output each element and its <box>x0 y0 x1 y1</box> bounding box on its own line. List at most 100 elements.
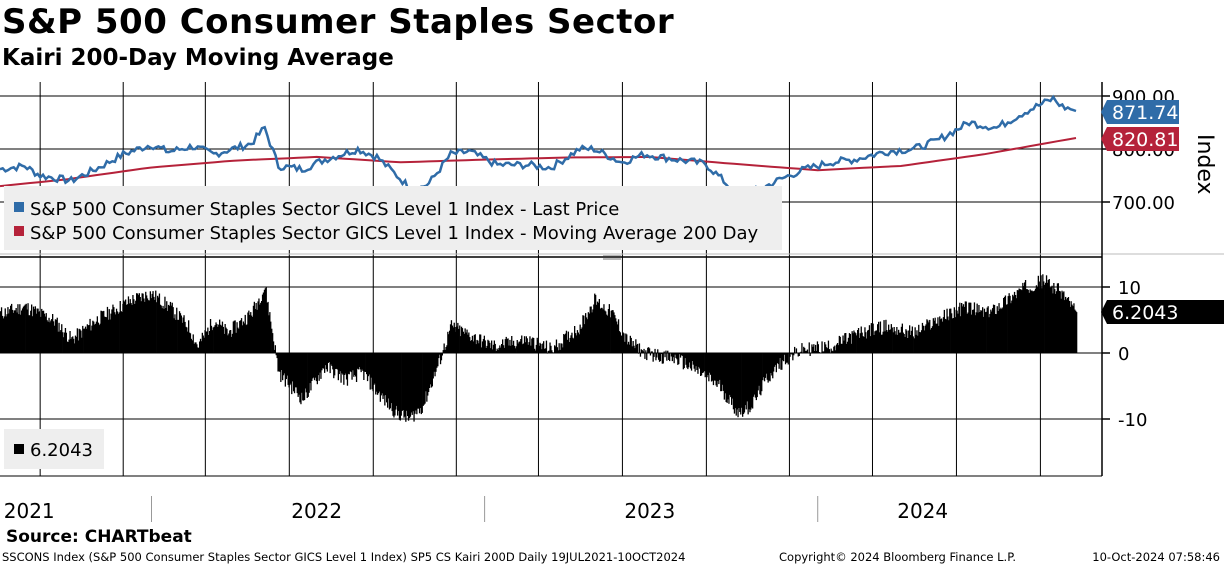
kairi-bar <box>98 325 100 353</box>
kairi-bar <box>314 353 317 378</box>
kairi-bar <box>731 353 734 399</box>
kairi-bar <box>825 344 827 353</box>
kairi-bar <box>825 347 828 353</box>
kairi-bar <box>239 320 241 353</box>
kairi-bar <box>397 353 399 416</box>
kairi-bar <box>888 330 891 353</box>
kairi-bar <box>337 353 339 381</box>
kairi-bar <box>1008 293 1010 353</box>
kairi-bar <box>1018 288 1020 353</box>
kairi-bar <box>928 322 930 353</box>
kairi-bar <box>42 311 44 353</box>
kairi-bar <box>947 316 949 353</box>
kairi-bar <box>562 347 564 353</box>
kairi-bar <box>587 312 589 353</box>
kairi-bar <box>897 334 899 353</box>
kairi-bar <box>484 340 486 353</box>
kairi-bar <box>557 350 559 353</box>
kairi-bar <box>308 353 310 393</box>
y-tick-label: 700.00 <box>1112 193 1175 214</box>
kairi-bar <box>1024 282 1026 353</box>
kairi-bar <box>837 345 840 353</box>
kairi-bar <box>742 353 745 414</box>
kairi-bar <box>865 332 867 353</box>
kairi-bar <box>306 353 308 398</box>
kairi-bar <box>661 353 663 364</box>
kairi-bar <box>368 353 370 375</box>
kairi-bar <box>841 343 843 353</box>
kairi-bar <box>251 317 254 353</box>
kairi-bar <box>494 343 496 353</box>
kairi-bar <box>840 343 842 353</box>
kairi-bar <box>577 332 579 353</box>
kairi-bar <box>554 345 556 353</box>
kairi-bar <box>499 345 501 353</box>
kairi-bar <box>675 353 677 358</box>
kairi-bar <box>600 307 602 353</box>
kairi-bar <box>72 336 74 353</box>
kairi-bar <box>22 306 25 353</box>
kairi-bar <box>244 314 246 353</box>
kairi-bar <box>603 304 605 353</box>
kairi-bar <box>772 353 774 379</box>
kairi-bar <box>780 353 782 370</box>
kairi-bar <box>506 338 508 353</box>
kairi-bar <box>637 343 639 353</box>
kairi-bar <box>968 302 970 353</box>
kairi-bar <box>161 308 163 353</box>
kairi-bar <box>533 338 535 353</box>
kairi-bar <box>78 328 80 353</box>
kairi-bar <box>163 308 165 353</box>
kairi-bar <box>699 353 701 369</box>
kairi-bar <box>269 312 271 353</box>
kairi-bar <box>459 325 461 353</box>
kairi-bar <box>725 353 727 402</box>
kairi-bar <box>373 353 375 385</box>
kairi-bar <box>763 353 766 382</box>
kairi-bar <box>639 353 642 357</box>
kairi-bar <box>418 353 420 409</box>
kairi-bar <box>876 330 878 353</box>
kairi-bar <box>227 335 229 353</box>
kairi-bar <box>130 303 132 353</box>
kairi-bar <box>884 331 886 353</box>
kairi-bar <box>757 353 759 391</box>
kairi-bar <box>115 314 117 353</box>
kairi-bar <box>43 313 46 353</box>
kairi-bar <box>170 305 172 353</box>
kairi-bar <box>526 338 528 353</box>
kairi-bar <box>225 327 227 353</box>
kairi-bar <box>442 350 444 353</box>
kairi-bar <box>906 330 908 353</box>
kairi-bar <box>438 353 440 359</box>
kairi-bar <box>109 319 111 353</box>
kairi-bar <box>641 350 643 353</box>
kairi-bar <box>1043 281 1045 353</box>
kairi-bar <box>900 326 903 353</box>
kairi-bar <box>390 353 392 404</box>
kairi-bar <box>784 353 786 355</box>
kairi-bar <box>1007 296 1009 353</box>
kairi-bar <box>996 306 998 353</box>
kairi-bar <box>24 304 26 353</box>
kairi-bar <box>966 313 968 353</box>
kairi-bar <box>596 304 598 353</box>
kairi-bar <box>937 317 939 353</box>
kairi-bar <box>1015 298 1018 353</box>
kairi-bar <box>199 338 202 353</box>
kairi-bar <box>521 335 523 353</box>
kairi-bar <box>206 331 208 353</box>
kairi-bar <box>125 299 127 353</box>
kairi-bar <box>826 348 829 353</box>
kairi-bar <box>86 324 88 353</box>
kairi-bar <box>612 310 614 353</box>
kairi-bar <box>965 301 967 353</box>
kairi-bar <box>709 353 711 373</box>
kairi-bar <box>19 304 21 353</box>
kairi-bar <box>1024 280 1027 353</box>
kairi-bar <box>89 318 91 353</box>
kairi-bar <box>986 307 988 353</box>
kairi-bar <box>735 353 737 416</box>
kairi-bar <box>39 311 41 353</box>
kairi-bar <box>1060 298 1062 353</box>
